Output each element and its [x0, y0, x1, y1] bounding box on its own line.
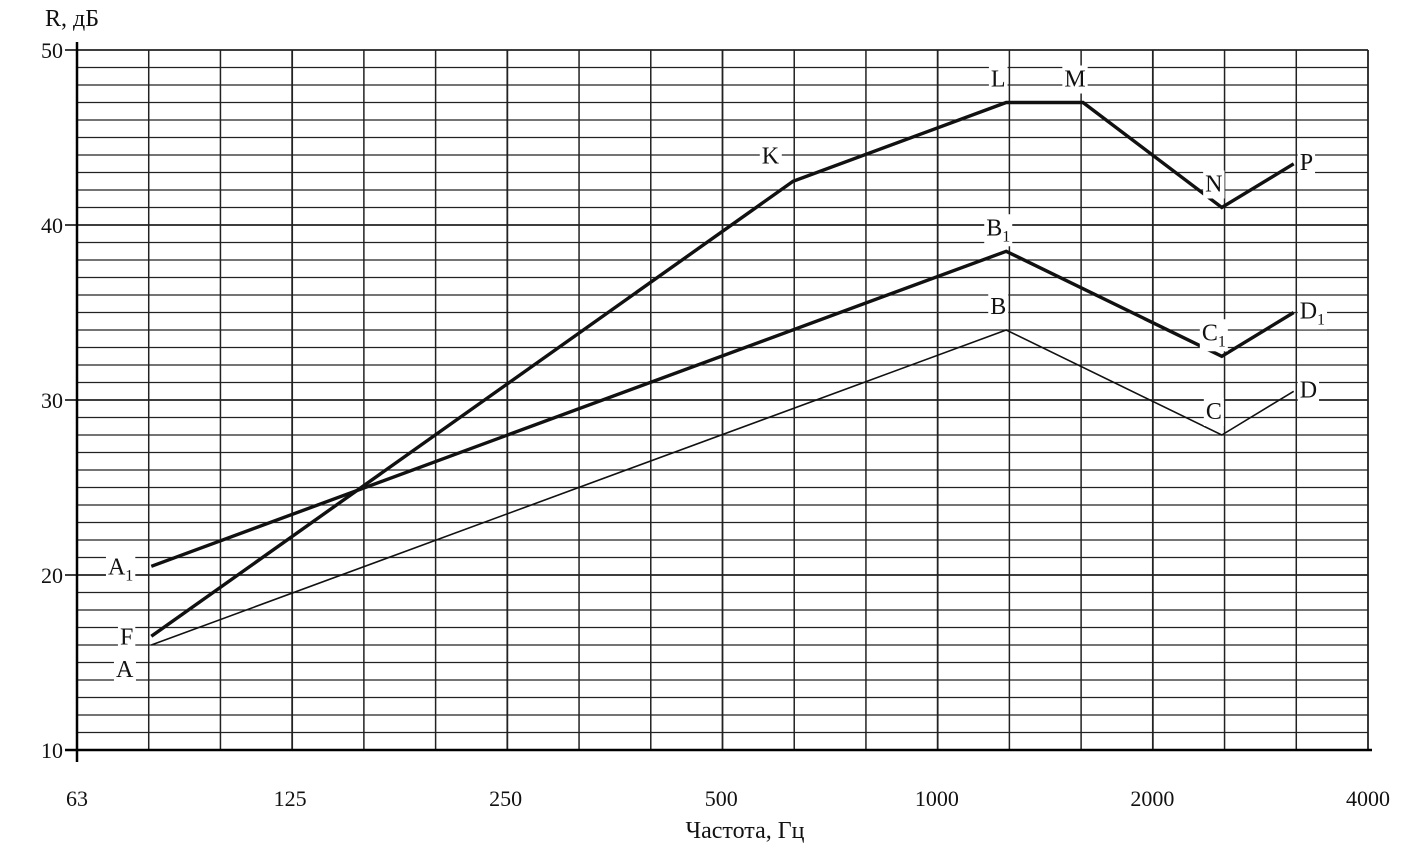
point-label-background [1203, 398, 1224, 426]
point-label-background [105, 553, 136, 586]
point-label-background [1199, 319, 1228, 352]
point-label: F [120, 624, 133, 650]
y-tick-label: 20 [41, 563, 63, 588]
x-tick-label: 125 [274, 786, 307, 811]
point-label: D [1300, 377, 1317, 403]
point-label: K [762, 143, 780, 169]
point-label-background [984, 214, 1013, 247]
point-label-background [1297, 376, 1320, 405]
y-axis-label: R, дБ [45, 6, 99, 32]
point-label: A1 [108, 554, 133, 584]
point-label-background [1062, 65, 1088, 94]
point-label: B1 [986, 215, 1010, 245]
x-axis-label: Частота, Гц [686, 818, 805, 844]
point-label: B [990, 294, 1006, 320]
point-label-background [988, 65, 1008, 94]
axes [65, 42, 1372, 762]
point-label-background [759, 142, 782, 171]
point-label: M [1064, 67, 1085, 93]
point-label-background [1203, 170, 1225, 199]
series-line-3 [150, 100, 1295, 638]
series-lines [150, 100, 1295, 646]
x-tick-label: 63 [66, 786, 88, 811]
point-label: C [1206, 399, 1222, 425]
y-tick-label: 40 [41, 213, 63, 238]
point-label-background [988, 293, 1009, 321]
point-label-background [117, 623, 136, 652]
y-tick-label: 30 [41, 388, 63, 413]
point-label-background [113, 656, 136, 684]
series-line-1 [151, 329, 1295, 646]
y-tick-label: 50 [41, 38, 63, 63]
y-tick-label: 10 [41, 738, 63, 763]
tick-labels: 63 125 250 500 1000 2000 4000 10 20 30 40 50 [41, 38, 1390, 811]
point-label: N [1205, 172, 1222, 198]
point-label: D1 [1300, 299, 1325, 329]
x-tick-label: 500 [705, 786, 738, 811]
x-tick-label: 2000 [1130, 786, 1174, 811]
x-tick-label: 1000 [915, 786, 959, 811]
point-label: A [116, 657, 134, 683]
series-line-2 [150, 249, 1295, 568]
x-tick-label: 4000 [1346, 786, 1390, 811]
point-labels: A B C D A1 B1 C1 D1 F K L M N P [105, 65, 1328, 684]
point-label: P [1300, 150, 1313, 176]
grid [65, 49, 1369, 751]
point-label: L [991, 67, 1006, 93]
x-tick-label: 250 [489, 786, 522, 811]
point-label-background [1297, 297, 1328, 330]
point-label-background [1297, 148, 1316, 177]
point-label: C1 [1202, 320, 1226, 350]
